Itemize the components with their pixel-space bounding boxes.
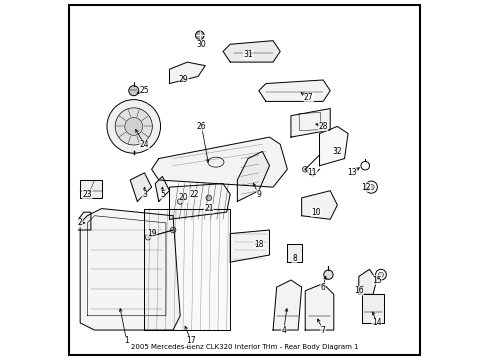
Polygon shape [144,208,230,330]
Text: 25: 25 [140,86,149,95]
Circle shape [367,184,373,190]
Polygon shape [151,137,287,187]
Polygon shape [230,230,269,262]
Text: 22: 22 [189,190,199,199]
Polygon shape [362,294,383,323]
Polygon shape [130,173,151,202]
Circle shape [195,31,203,40]
Circle shape [205,195,211,201]
Polygon shape [78,212,91,230]
Text: 18: 18 [254,240,263,249]
Text: 7: 7 [320,325,325,334]
Text: 1: 1 [124,336,129,345]
Polygon shape [301,191,337,219]
Polygon shape [237,152,269,202]
Text: 5: 5 [160,190,164,199]
Text: 2: 2 [78,219,82,228]
Text: 27: 27 [304,93,313,102]
Text: 28: 28 [318,122,327,131]
Text: 16: 16 [353,286,363,295]
Text: 9: 9 [256,190,261,199]
Text: 31: 31 [243,50,252,59]
Polygon shape [80,180,102,198]
Circle shape [107,100,160,153]
Text: 14: 14 [371,318,381,327]
Circle shape [302,166,307,172]
Circle shape [115,108,152,145]
Polygon shape [305,284,333,330]
Circle shape [124,117,142,135]
Text: 2005 Mercedes-Benz CLK320 Interior Trim - Rear Body Diagram 1: 2005 Mercedes-Benz CLK320 Interior Trim … [130,344,358,350]
Polygon shape [169,62,205,84]
Text: 11: 11 [307,168,317,177]
Text: 15: 15 [371,275,381,284]
Circle shape [378,272,383,277]
Polygon shape [258,80,329,102]
Polygon shape [287,244,301,262]
Polygon shape [290,109,329,137]
Bar [298,112,321,131]
Text: 24: 24 [140,140,149,149]
Polygon shape [319,126,347,166]
Circle shape [145,234,151,240]
Text: 19: 19 [146,229,156,238]
Text: 13: 13 [346,168,356,177]
Text: 23: 23 [82,190,92,199]
Text: 8: 8 [291,254,296,263]
Polygon shape [223,41,280,62]
Text: 10: 10 [310,208,320,217]
Text: 12: 12 [361,183,370,192]
Polygon shape [169,184,230,219]
Text: 4: 4 [281,325,285,334]
Polygon shape [80,208,180,330]
Polygon shape [272,280,301,330]
Text: 6: 6 [320,283,325,292]
Text: 21: 21 [203,204,213,213]
Text: 3: 3 [142,190,146,199]
Polygon shape [358,269,376,294]
Text: 17: 17 [186,336,195,345]
Circle shape [177,199,183,204]
Text: 29: 29 [179,76,188,85]
Circle shape [128,86,139,96]
Circle shape [323,270,332,279]
Text: 20: 20 [179,193,188,202]
Polygon shape [155,176,169,202]
Circle shape [170,227,176,233]
Text: 32: 32 [332,147,342,156]
Text: 30: 30 [196,40,206,49]
Text: 26: 26 [196,122,206,131]
